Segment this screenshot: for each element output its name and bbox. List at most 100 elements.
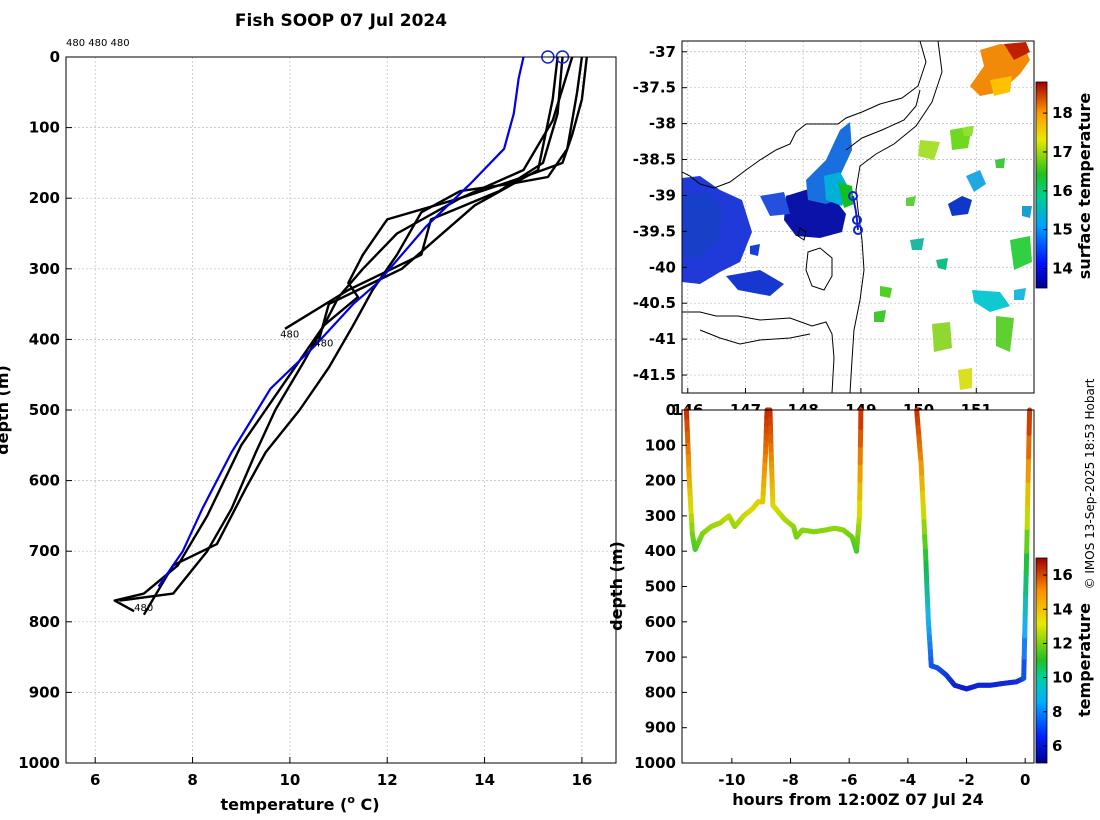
sst-coastal-green (838, 182, 854, 208)
depth-time-panel: -10 -8 -6 -4 -2 0 0 100 200 300 400 500 600 700 800 900… (607, 401, 1094, 809)
colorbar-tick-label: 12 (1052, 634, 1073, 652)
x-axis-label-main: temperature ( (220, 795, 347, 814)
map-y-tick-label: -41 (649, 330, 676, 348)
surface-colorbar-ticks: 14 15 16 17 18 (1043, 104, 1073, 278)
map-y-tick-label: -38.5 (633, 151, 676, 169)
sst-central-light (806, 122, 852, 204)
profile-plot-area (66, 57, 616, 763)
sst-northeast-red (1004, 42, 1030, 60)
colorbar-tick-label: 15 (1052, 221, 1073, 239)
sst-small-4 (936, 258, 948, 270)
profile-grid (66, 56, 616, 764)
mainland-coast (682, 41, 927, 189)
vessel-track (848, 191, 863, 235)
y-tick-label: 600 (29, 472, 60, 490)
colorbar-label-temperature: temperature (1075, 603, 1094, 717)
x-axis-label-hours: hours from 12:00Z 07 Jul 24 (732, 790, 983, 809)
y-tick-label: 800 (29, 613, 60, 631)
series-line-profile-1 (317, 56, 559, 340)
depth-tick-label: 800 (645, 683, 676, 701)
hours-tick-label: -10 (718, 771, 745, 789)
header-labels: 480 480 480 (66, 38, 130, 49)
x-tick-label: 12 (377, 771, 398, 789)
y-tick-label: 500 (29, 401, 60, 419)
depth-time-ticks: -10 -8 -6 -4 -2 0 0 100 200 300 400 500 600 700 800 900… (634, 401, 1030, 789)
east-coast (845, 89, 921, 151)
surface-temperature-colorbar (1035, 81, 1048, 289)
sst-small-3 (910, 238, 924, 250)
y-axis-label-depth-2: depth (m) (607, 541, 626, 631)
colorbar-tick-label: 14 (1052, 600, 1073, 618)
y-tick-label: 300 (29, 260, 60, 278)
bass-island (805, 247, 833, 291)
south-coast (699, 329, 811, 345)
depth-tick-label: 1000 (634, 754, 676, 772)
sst-mid-yg (918, 140, 940, 160)
map-y-tick-label: -38 (649, 115, 676, 133)
series-line-profile-4 (142, 56, 584, 616)
track-segment (1026, 407, 1033, 436)
track-segment (1022, 612, 1028, 639)
map-frame (681, 40, 1035, 394)
y-tick-label: 400 (29, 330, 60, 348)
track-segment (1023, 569, 1029, 597)
series-line-profile-5 (119, 56, 588, 602)
map-y-tick-label: -37.5 (633, 79, 676, 97)
map-y-tick-label: -37 (649, 43, 676, 61)
sst-small-6 (995, 158, 1005, 168)
map-y-tick-label: -39 (649, 186, 676, 204)
sst-small-10 (962, 126, 974, 136)
track-segment (1024, 525, 1030, 554)
profile-label: 480 (280, 329, 299, 340)
colorbar-tick-label: 17 (1052, 143, 1073, 161)
hours-tick-label: -6 (841, 771, 858, 789)
map-y-tick-label: -39.5 (633, 222, 676, 240)
track-segment (1026, 431, 1032, 460)
series-line-mean-profile (157, 56, 525, 588)
track-segment (1022, 591, 1029, 618)
depth-tick-label: 100 (645, 436, 676, 454)
sst-small-5 (1014, 288, 1026, 300)
sst-south-strip (726, 270, 784, 296)
sst-south-yellow (958, 368, 972, 390)
small-island (797, 227, 807, 241)
track-segment (1021, 633, 1028, 660)
map-y-tick-label: -40.5 (633, 294, 676, 312)
x-axis-label: temperature (o C) (220, 793, 379, 814)
sst-east-blob (948, 196, 972, 216)
x-tick-label: 16 (571, 771, 592, 789)
sst-small-9 (906, 196, 916, 206)
series-line-profile-2 (284, 56, 564, 330)
x-tick-label: 6 (90, 771, 100, 789)
colorbar-tick-label: 16 (1052, 182, 1073, 200)
colorbar-tick-label: 16 (1052, 566, 1073, 584)
temperature-colorbar (1035, 557, 1048, 764)
sst-south-yg (932, 322, 952, 352)
hours-tick-label: -2 (958, 771, 975, 789)
colorbar-tick-label: 14 (1052, 260, 1073, 278)
sst-small-2 (880, 286, 892, 298)
map-content (682, 41, 1032, 393)
y-tick-label: 700 (29, 542, 60, 560)
sst-ne-yellow (990, 76, 1012, 96)
colorbar-tick-label: 8 (1052, 703, 1062, 721)
y-tick-label: 900 (29, 683, 60, 701)
depth-tick-label: 400 (645, 542, 676, 560)
track-segment (1025, 454, 1032, 484)
map-y-tick-label: -40 (649, 258, 676, 276)
depth-tick-label: 0 (666, 401, 676, 419)
x-tick-label: 14 (474, 771, 495, 789)
depth-tick-label: 900 (645, 719, 676, 737)
profile-panel: 480 480 480 6 8 10 12 14 16 0 100 200 300 400 500 600 7… (0, 11, 617, 814)
y-tick-label: 100 (29, 119, 60, 137)
map-panel: 146147148149150151-37-37.5-38-38.5-39-39… (633, 40, 1094, 419)
depth-tick-label: 200 (645, 472, 676, 490)
colorbar-label-surface: surface temperature (1075, 93, 1094, 280)
y-axis-label: depth (m) (0, 365, 12, 455)
track-segment (1023, 548, 1030, 575)
y-tick-label: 1000 (18, 754, 60, 772)
x-axis-label-end: C) (355, 795, 380, 814)
sst-pixels (682, 42, 1032, 390)
x-tick-label: 10 (279, 771, 300, 789)
